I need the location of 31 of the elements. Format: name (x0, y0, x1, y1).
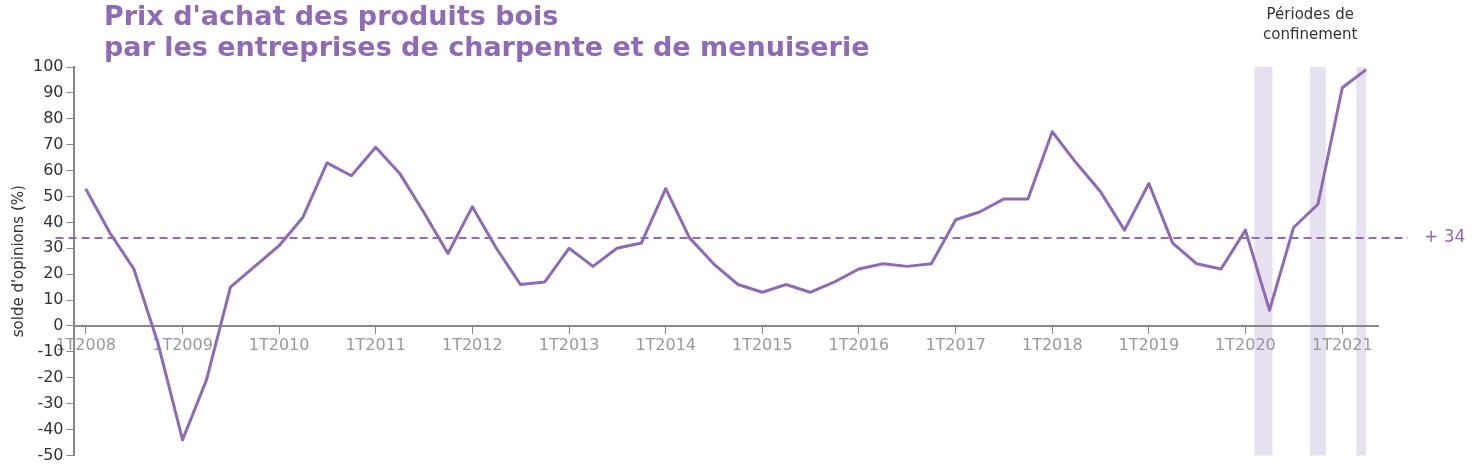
y-tick-label: 0 (53, 315, 64, 335)
chart-title: Prix d'achat des produits bois par les entreprises de charpente et de menuiserie (104, 0, 870, 62)
x-tick-label: 1T2016 (828, 334, 890, 354)
y-tick-label: 90 (43, 82, 64, 102)
x-tick-label: 1T2020 (1215, 334, 1276, 354)
y-tick-label: 10 (43, 289, 64, 309)
x-tick-label: 1T2019 (1118, 334, 1180, 354)
ref-line-label: + 34 (1424, 226, 1466, 247)
y-tick-label: 30 (43, 237, 64, 257)
y-tick-label: -40 (37, 418, 64, 438)
x-tick-label: 1T2017 (925, 334, 987, 354)
y-tick-label: -50 (37, 444, 64, 464)
y-tick-label: -20 (37, 366, 64, 386)
x-tick-label: 1T2014 (635, 334, 697, 354)
x-tick-label: 1T2013 (538, 334, 600, 354)
text: Périodes de confinement (1263, 5, 1358, 44)
x-tick-label: 1T2015 (731, 334, 793, 354)
x-tick-label: 1T2021 (1311, 334, 1373, 354)
x-tick-label: 1T2012 (441, 334, 503, 354)
y-tick-label: 20 (43, 263, 64, 283)
y-tick-label: 50 (43, 185, 64, 205)
x-tick-label: 1T2018 (1021, 334, 1083, 354)
x-tick-label: 1T2011 (345, 334, 407, 354)
y-tick-label: 70 (43, 133, 64, 153)
y-tick-label: 60 (43, 159, 64, 179)
y-tick-label: 100 (32, 56, 64, 76)
y-axis-title: solde d'opinions (%) (8, 185, 27, 338)
y-tick-label: 80 (43, 107, 64, 127)
y-tick-label: 40 (43, 211, 64, 231)
y-tick-label: -30 (37, 392, 64, 412)
x-tick-label: 1T2010 (248, 334, 310, 354)
